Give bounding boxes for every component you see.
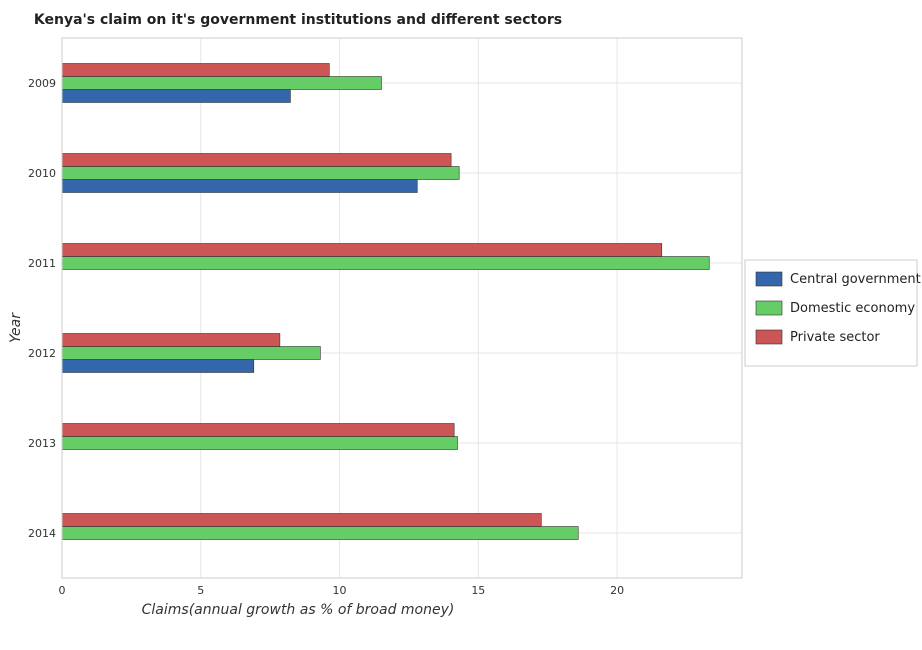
legend: Central government Domestic economy Privat… xyxy=(744,259,921,367)
plot-frame xyxy=(61,37,743,579)
plot-area xyxy=(61,37,743,579)
bar-central-government xyxy=(61,179,418,193)
x-axis-ticks: 0 5 10 15 20 xyxy=(59,584,625,597)
bar-domestic-economy xyxy=(61,256,710,270)
x-tick-label: 5 xyxy=(197,584,204,597)
y-axis-ticks: 2009 2010 2011 2012 2013 2014 xyxy=(28,77,56,540)
bar-domestic-economy xyxy=(61,526,579,540)
y-tick-label: 2013 xyxy=(28,437,56,450)
y-tick-label: 2010 xyxy=(28,167,56,180)
bar-central-government xyxy=(61,359,255,373)
x-tick-label: 0 xyxy=(59,584,66,597)
bar-domestic-economy xyxy=(61,166,460,180)
legend-swatch xyxy=(755,271,783,287)
bar-private-sector xyxy=(61,423,455,437)
bar-private-sector xyxy=(61,153,452,167)
y-tick-label: 2014 xyxy=(28,527,56,540)
x-tick-label: 15 xyxy=(471,584,485,597)
legend-swatch xyxy=(755,300,783,316)
y-tick-label: 2011 xyxy=(28,257,56,270)
y-tick-label: 2012 xyxy=(28,347,56,360)
bar-domestic-economy xyxy=(61,436,458,450)
x-tick-label: 10 xyxy=(333,584,347,597)
bar-private-sector xyxy=(61,333,281,347)
chart-title: Kenya's claim on it's government institu… xyxy=(34,12,562,28)
legend-label: Private sector xyxy=(790,330,880,345)
legend-swatch xyxy=(755,329,783,345)
y-tick-label: 2009 xyxy=(28,77,56,90)
bar-domestic-economy xyxy=(61,346,321,360)
legend-label: Domestic economy xyxy=(790,301,915,316)
bar-private-sector xyxy=(61,63,330,77)
bar-domestic-economy xyxy=(61,76,382,90)
bar-private-sector xyxy=(61,513,542,527)
y-axis-label: Year xyxy=(8,312,24,343)
legend-box xyxy=(744,259,918,367)
legend-label: Central government xyxy=(790,272,921,287)
bar-private-sector xyxy=(61,243,663,257)
x-tick-label: 20 xyxy=(610,584,624,597)
x-axis-label: Claims(annual growth as % of broad money… xyxy=(142,602,455,618)
bar-central-government xyxy=(61,89,291,103)
